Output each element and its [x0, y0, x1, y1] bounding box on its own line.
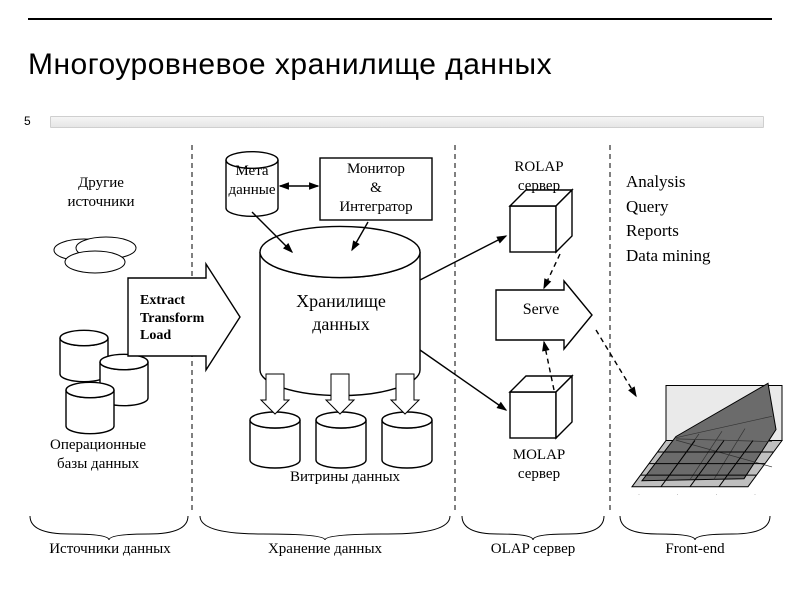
label-dwh: Хранилищеданных — [268, 290, 414, 335]
svg-text:·: · — [638, 493, 640, 499]
label-op-db: Операционныебазы данных — [18, 436, 178, 474]
svg-text:·: · — [754, 493, 756, 499]
section-storage: Хранение данных — [200, 540, 450, 559]
label-molap: MOLAPсервер — [494, 446, 584, 484]
slide-stage: Многоуровневое хранилище данных 5 ···· Д… — [0, 0, 800, 600]
section-sources: Источники данных — [30, 540, 190, 559]
section-olap: OLAP сервер — [462, 540, 604, 559]
label-other-sources: Другиеисточники — [46, 174, 156, 212]
label-meta: Метаданные — [210, 162, 294, 200]
svg-text:·: · — [715, 493, 717, 499]
label-monitor: Монитор&Интегратор — [324, 160, 428, 216]
svg-text:·: · — [677, 493, 679, 499]
label-analysis: AnalysisQueryReportsData mining — [626, 170, 796, 269]
label-etl: ExtractTransformLoad — [140, 292, 240, 345]
label-marts: Витрины данных — [270, 468, 420, 487]
label-serve: Serve — [506, 300, 576, 320]
label-rolap: ROLAPсервер — [494, 158, 584, 196]
section-front: Front-end — [620, 540, 770, 559]
